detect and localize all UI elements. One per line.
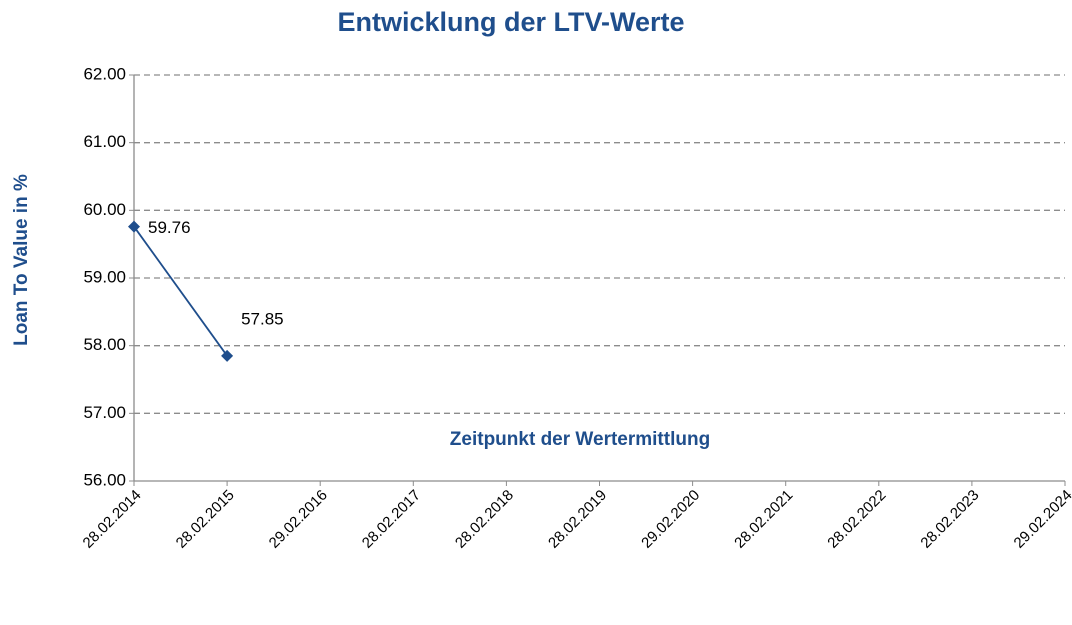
x-tick-label: 28.02.2022 bbox=[824, 487, 889, 552]
data-label: 57.85 bbox=[241, 309, 284, 328]
y-tick-label: 62.00 bbox=[83, 64, 126, 83]
y-tick-label: 61.00 bbox=[83, 132, 126, 151]
x-tick-label: 28.02.2023 bbox=[917, 487, 982, 552]
y-axis-title: Loan To Value in % bbox=[11, 174, 32, 346]
y-tick-label: 58.00 bbox=[83, 335, 126, 354]
x-tick-label: 28.02.2014 bbox=[80, 487, 145, 552]
data-point bbox=[128, 220, 140, 233]
x-tick-label: 28.02.2015 bbox=[173, 487, 238, 552]
x-tick-label: 29.02.2024 bbox=[1011, 487, 1072, 552]
y-tick-label: 60.00 bbox=[83, 200, 126, 219]
series-line bbox=[133, 226, 228, 357]
x-tick-label: 29.02.2016 bbox=[266, 487, 331, 552]
x-tick-label: 28.02.2021 bbox=[731, 487, 796, 552]
x-tick-label: 29.02.2020 bbox=[638, 487, 703, 552]
y-tick-label: 59.00 bbox=[83, 267, 126, 286]
y-tick-label: 56.00 bbox=[83, 470, 126, 489]
y-tick-label: 57.00 bbox=[83, 403, 126, 422]
x-tick-label: 28.02.2017 bbox=[359, 487, 424, 552]
data-point bbox=[221, 349, 234, 362]
x-tick-label: 28.02.2019 bbox=[545, 487, 610, 552]
data-label: 59.76 bbox=[148, 218, 191, 237]
x-axis-title: Zeitpunkt der Wertermittlung bbox=[450, 429, 710, 450]
chart-title: Entwicklung der LTV-Werte bbox=[337, 7, 684, 37]
x-tick-label: 28.02.2018 bbox=[452, 487, 517, 552]
